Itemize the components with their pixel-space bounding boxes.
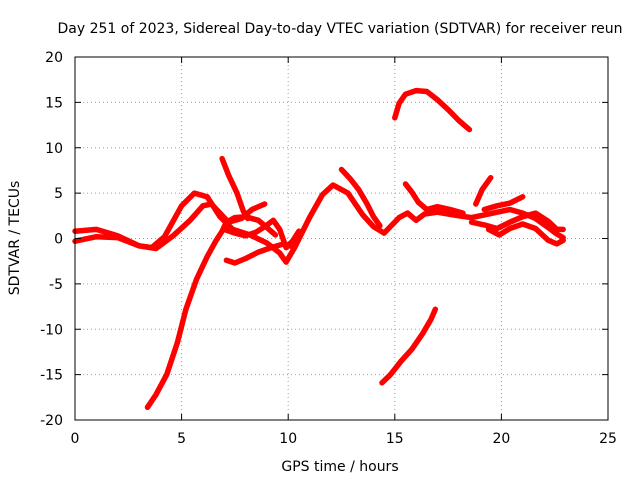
- ticks: [74, 56, 609, 421]
- y-tick-label: 10: [45, 141, 63, 157]
- series-line-12: [468, 210, 566, 233]
- y-tick-label: 5: [54, 186, 63, 202]
- y-axis-label: SDTVAR / TECUs: [7, 181, 23, 296]
- y-tick-label: 15: [45, 95, 63, 111]
- y-tick-label: -20: [40, 413, 63, 429]
- series-line-8: [392, 87, 473, 133]
- x-tick-label: 25: [599, 431, 617, 447]
- y-tick-label: -15: [40, 368, 63, 384]
- series-line-9: [379, 306, 439, 386]
- x-axis-label: GPS time / hours: [281, 459, 398, 475]
- x-tick-label: 10: [279, 431, 297, 447]
- x-tick-label: 20: [492, 431, 510, 447]
- x-tick-label: 15: [386, 431, 404, 447]
- series-line-14: [481, 194, 526, 213]
- x-tick-label: 0: [71, 431, 80, 447]
- chart-title: Day 251 of 2023, Sidereal Day-to-day VTE…: [57, 21, 622, 37]
- x-tick-label: 5: [177, 431, 186, 447]
- y-tick-label: -5: [49, 277, 63, 293]
- series-line-6: [221, 217, 302, 251]
- y-tick-label: 0: [54, 232, 63, 248]
- y-tick-label: -10: [40, 322, 63, 338]
- series-line-11: [473, 174, 494, 207]
- y-tick-label: 20: [45, 50, 63, 66]
- series-line-4: [219, 155, 251, 222]
- series-group: [72, 87, 566, 411]
- series-line-13: [485, 221, 566, 247]
- series-line-10: [402, 181, 466, 216]
- series-line-1: [72, 182, 566, 265]
- series-line-7: [338, 166, 383, 229]
- series-line-3: [144, 213, 279, 411]
- tick-labels: 0 5 10 15 20 25 -20 -15 -10 -5 0 5 10 15 20: [40, 50, 617, 447]
